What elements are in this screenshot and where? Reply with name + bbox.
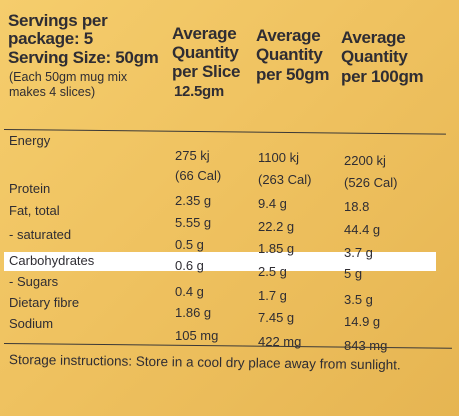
protein-per-100gm: 18.8 (344, 199, 370, 214)
sodium-per-50gm: 422 mg (258, 334, 302, 349)
protein-per-slice: 2.35 g (175, 193, 212, 208)
sodium-per-slice: 105 mg (175, 328, 219, 343)
sugars-per-slice: 0.4 g (175, 284, 204, 299)
header-divider (3, 129, 446, 135)
carbohydrates-per-50gm: 2.5 g (258, 264, 287, 279)
fat-total-per-50gm: 22.2 g (258, 219, 295, 234)
fat-total-per-slice: 5.55 g (175, 215, 212, 230)
serving-size: Serving Size: 50gm (8, 48, 159, 67)
sugars-per-100gm: 3.5 g (344, 292, 373, 307)
servings-per-package-label: Servings per (8, 11, 108, 30)
row-label-sodium: Sodium (9, 316, 54, 331)
dietary-fibre-per-50gm: 7.45 g (258, 310, 295, 325)
energy-cal-per-100gm: (526 Cal) (344, 175, 398, 190)
carbohydrates-per-100gm: 5 g (344, 266, 363, 281)
saturated-per-50gm: 1.85 g (258, 241, 295, 256)
serving-note-line1: (Each 50gm mug mix (9, 70, 128, 84)
row-label-fat-total: Fat, total (9, 203, 60, 218)
carbohydrates-highlight (4, 252, 436, 271)
row-label-saturated: - saturated (9, 227, 72, 242)
col-per-slice-heading-3: per Slice (172, 62, 241, 81)
col-per-slice-heading-4: 12.5gm (174, 83, 224, 100)
carbohydrates-per-slice: 0.6 g (175, 258, 204, 273)
sugars-per-50gm: 1.7 g (258, 288, 287, 303)
col-per-50gm-heading-2: Quantity (256, 45, 323, 64)
saturated-per-100gm: 3.7 g (344, 245, 373, 260)
servings-count: package: 5 (8, 29, 93, 48)
protein-per-50gm: 9.4 g (258, 196, 287, 211)
col-per-slice-heading-1: Average (172, 24, 237, 43)
col-per-100gm-heading-3: per 100gm (341, 67, 424, 86)
row-label-energy: Energy (9, 133, 51, 148)
col-per-100gm-heading-1: Average (341, 28, 406, 47)
col-per-slice-heading-2: Quantity (172, 43, 239, 62)
energy-kj-per-50gm: 1100 kj (258, 150, 299, 165)
row-label-protein: Protein (9, 181, 51, 196)
energy-kj-per-slice: 275 kj (175, 148, 210, 163)
dietary-fibre-per-slice: 1.86 g (175, 305, 212, 320)
row-label-carbohydrates: Carbohydrates (9, 253, 95, 268)
energy-kj-per-100gm: 2200 kj (344, 153, 386, 168)
fat-total-per-100gm: 44.4 g (344, 222, 381, 237)
storage-instructions: Storage instructions: Store in a cool dr… (8, 352, 401, 373)
row-label-sugars: - Sugars (9, 274, 59, 289)
energy-cal-per-50gm: (263 Cal) (258, 172, 312, 187)
row-label-dietary-fibre: Dietary fibre (9, 295, 80, 310)
saturated-per-slice: 0.5 g (175, 237, 204, 252)
col-per-100gm-heading-2: Quantity (341, 47, 408, 66)
energy-cal-per-slice: (66 Cal) (175, 168, 222, 183)
dietary-fibre-per-100gm: 14.9 g (344, 314, 381, 329)
col-per-50gm-heading-1: Average (256, 26, 321, 45)
col-per-50gm-heading-3: per 50gm (256, 65, 330, 84)
serving-note-line2: makes 4 slices) (9, 85, 96, 99)
sodium-per-100gm: 843 mg (344, 338, 388, 353)
